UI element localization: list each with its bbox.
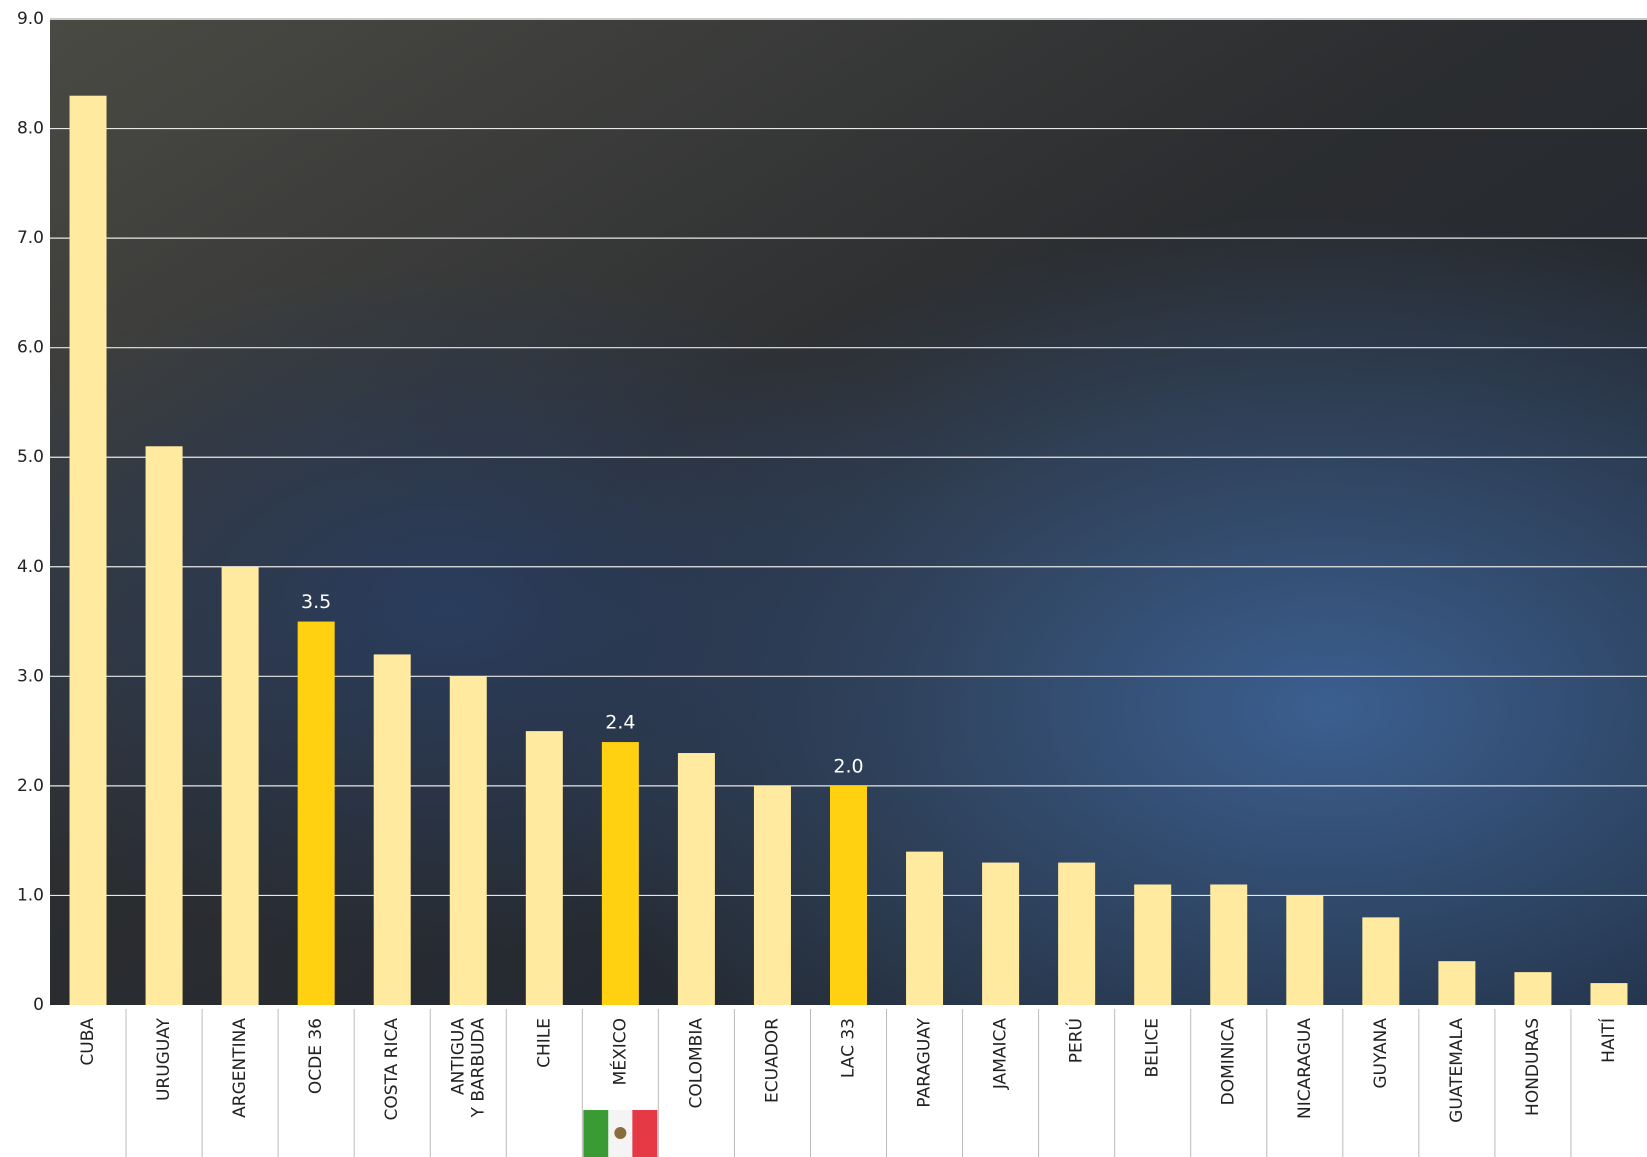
x-tick-label: ARGENTINA (230, 1018, 250, 1118)
bar (982, 862, 1020, 1005)
x-tick-label: PARAGUAY (915, 1017, 935, 1107)
flag-red (632, 1110, 658, 1157)
mexico-flag (583, 1110, 658, 1157)
y-tick-label: 1.0 (17, 885, 44, 905)
y-tick-label: 8.0 (17, 119, 44, 139)
x-tick-label: HAITÍ (1597, 1018, 1619, 1063)
bar (753, 785, 791, 1005)
bar (145, 446, 183, 1005)
bar (1514, 972, 1552, 1005)
x-tick-label: JAMAICA (991, 1018, 1011, 1091)
x-tick-label: GUATEMALA (1447, 1018, 1467, 1123)
y-tick-label: 2.0 (17, 776, 44, 796)
value-label: 3.5 (301, 591, 331, 613)
y-tick-label: 3.0 (17, 666, 44, 686)
y-tick-label: 7.0 (17, 228, 44, 248)
bar (1210, 884, 1248, 1005)
x-tick-label: DOMINICA (1219, 1018, 1239, 1106)
x-tick-label: MÉXICO (608, 1018, 630, 1085)
bar (297, 621, 335, 1005)
flag-green (583, 1110, 609, 1157)
bar (830, 785, 867, 1005)
x-tick-label: URUGUAY (154, 1017, 174, 1101)
bar (525, 731, 563, 1005)
bar (1438, 961, 1476, 1005)
bar (449, 676, 487, 1005)
x-tick-label: GUYANA (1371, 1018, 1391, 1089)
bar (1286, 895, 1324, 1005)
bar (69, 95, 107, 1005)
x-tick-label: COSTA RICA (382, 1018, 402, 1121)
x-tick-label: CUBA (78, 1018, 98, 1066)
x-tick-label: NICARAGUA (1295, 1018, 1315, 1119)
bar (601, 742, 639, 1005)
x-tick-label: PERÚ (1065, 1018, 1087, 1063)
bar (677, 753, 715, 1005)
x-tick-label: ECUADOR (762, 1018, 782, 1103)
bar (1590, 983, 1628, 1005)
bar (1134, 884, 1172, 1005)
y-tick-label: 5.0 (17, 447, 44, 467)
flag-emblem (614, 1127, 627, 1139)
x-tick-label: BELICE (1143, 1018, 1163, 1078)
y-tick-label: 9.0 (17, 9, 44, 29)
x-tick-label: OCDE 36 (306, 1018, 326, 1094)
bar (1058, 862, 1096, 1005)
bar (221, 566, 259, 1005)
x-tick-label: CHILE (534, 1018, 554, 1068)
y-tick-label: 0 (33, 995, 44, 1015)
x-tick-label: LAC 33 (839, 1018, 859, 1078)
bar (906, 851, 944, 1005)
value-label: 2.4 (605, 712, 635, 734)
bar (1362, 917, 1400, 1005)
y-tick-label: 6.0 (17, 338, 44, 358)
x-tick-label: COLOMBIA (686, 1018, 706, 1109)
x-tick-label: HONDURAS (1523, 1018, 1543, 1116)
bar (373, 654, 411, 1005)
value-label: 2.0 (833, 755, 863, 777)
y-tick-label: 4.0 (17, 557, 44, 577)
x-tick-label: ANTIGUAY BARBUDA (448, 1018, 488, 1119)
